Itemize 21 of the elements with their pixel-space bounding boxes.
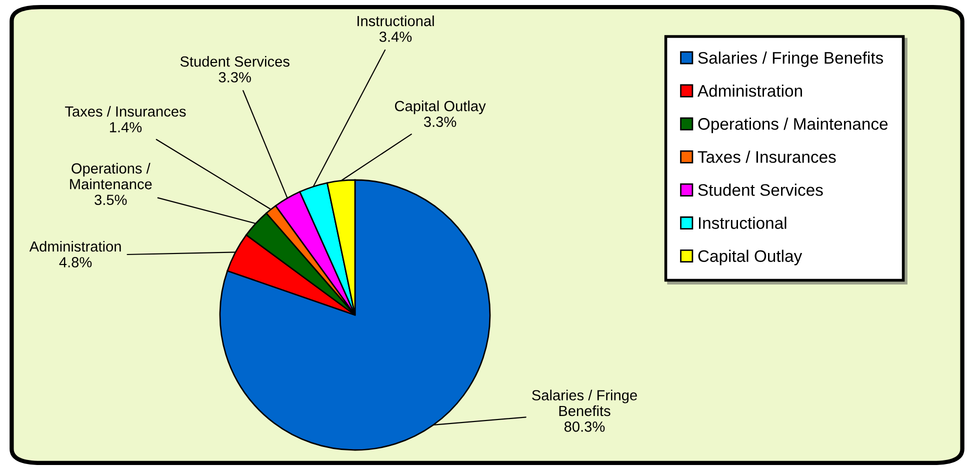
slice-label: Capital Outlay (394, 100, 486, 114)
data-label: 4.8% (59, 257, 92, 268)
data-label: 80.3% (564, 421, 605, 432)
data-label: 3.3% (424, 116, 456, 127)
data-label: 3.3% (218, 72, 251, 82)
data-label: 3.5% (94, 194, 127, 206)
legend-label: Capital Outlay (698, 250, 802, 266)
legend-label: Student Services (698, 184, 823, 196)
slice-label: Instructional (358, 16, 434, 26)
legend-label: Taxes / Insurances (698, 150, 836, 163)
slice-label: Salaries / Fringe Benefits (532, 390, 637, 416)
slice-label: Student Services (180, 56, 290, 67)
legend-label: Instructional (698, 216, 786, 229)
data-label: 3.4% (379, 32, 412, 42)
slice-label: Taxes / Insurances (65, 106, 186, 117)
legend-label: Operations / Maintenance (698, 118, 888, 134)
data-label: 1.4% (110, 122, 142, 132)
slice-label: Administration (29, 240, 121, 252)
slice-label: Operations / Maintenance (70, 162, 152, 190)
legend-label: Administration (697, 84, 802, 97)
legend-label: Salaries / Fringe Benefits (698, 52, 884, 68)
